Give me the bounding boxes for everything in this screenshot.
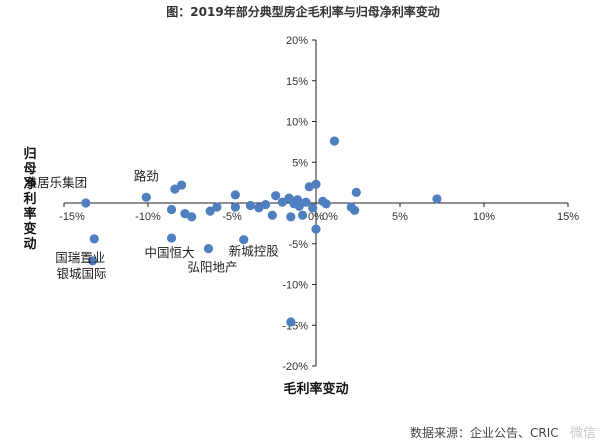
x-tick-label: 0%	[308, 211, 324, 223]
data-points	[81, 136, 442, 327]
scatter-point	[166, 204, 177, 215]
scatter-point	[321, 199, 331, 209]
data-source: 数据来源：企业公告、CRIC	[410, 425, 559, 440]
scatter-point	[89, 234, 99, 244]
scatter-point	[277, 197, 287, 207]
watermark: 微信	[570, 426, 596, 441]
scatter-point	[261, 200, 271, 210]
scatter-point	[286, 212, 296, 222]
scatter-point	[311, 224, 321, 234]
scatter-point	[230, 190, 240, 200]
tick-labels: -15% -10% -5% 0% 5% 10% 15% 20% 15% 10% 5% -5% -10% -…	[59, 35, 579, 373]
scatter-point	[170, 184, 180, 194]
point-annotation: 银城国际	[57, 266, 107, 281]
y-tick-label: 15%	[286, 76, 308, 88]
point-annotation: 国瑞置业	[55, 250, 105, 265]
scatter-point	[87, 256, 98, 266]
scatter-point	[81, 198, 91, 208]
x-tick-label: -5%	[222, 211, 242, 223]
y-tick-label: 20%	[286, 35, 308, 47]
point-annotation: 新城控股	[229, 244, 280, 259]
scatter-point	[329, 136, 340, 146]
x-tick-label: 10%	[473, 211, 495, 223]
scatter-point	[351, 187, 361, 198]
scatter-point	[166, 233, 177, 243]
scatter-point	[297, 210, 308, 220]
x-tick-label: -15%	[59, 211, 85, 223]
point-annotation: 弘阳地产	[187, 260, 237, 275]
scatter-point	[267, 210, 277, 220]
scatter-point	[301, 197, 311, 207]
scatter-point	[141, 192, 151, 202]
scatter-point	[432, 194, 442, 204]
scatter-point	[203, 244, 214, 254]
scatter-point	[308, 203, 318, 213]
scatter-point	[212, 202, 222, 212]
y-axis-title: 归母净利率变动	[23, 146, 36, 252]
y-tick-label: -5%	[288, 239, 308, 251]
x-axis-title: 毛利率变动	[283, 381, 348, 397]
scatter-point	[245, 200, 256, 211]
origin-label: 0%	[322, 211, 338, 223]
y-tick-label: 5%	[292, 157, 308, 169]
scatter-point	[271, 191, 281, 201]
scatter-point	[187, 212, 197, 222]
y-tick-label: -20%	[282, 361, 308, 373]
scatter-point	[311, 179, 321, 189]
point-annotation: 雅居乐集团	[25, 175, 88, 190]
axis-ticks	[63, 39, 569, 367]
scatter-point	[239, 235, 249, 245]
y-tick-label: -10%	[282, 280, 308, 292]
scatter-point	[177, 180, 187, 190]
x-tick-label: -10%	[135, 211, 161, 223]
point-annotation: 中国恒大	[145, 245, 195, 260]
scatter-point	[230, 202, 240, 212]
scatter-point	[205, 206, 215, 216]
x-tick-label: 15%	[557, 211, 579, 223]
x-tick-label: 5%	[392, 211, 408, 223]
scatter-point	[350, 205, 360, 215]
chart-title: 图：2019年部分典型房企毛利率与归母净利率变动	[166, 4, 439, 19]
scatter-point	[294, 201, 304, 211]
point-annotation: 路劲	[134, 168, 159, 183]
scatter-point	[286, 317, 296, 327]
y-tick-label: 10%	[286, 117, 308, 129]
